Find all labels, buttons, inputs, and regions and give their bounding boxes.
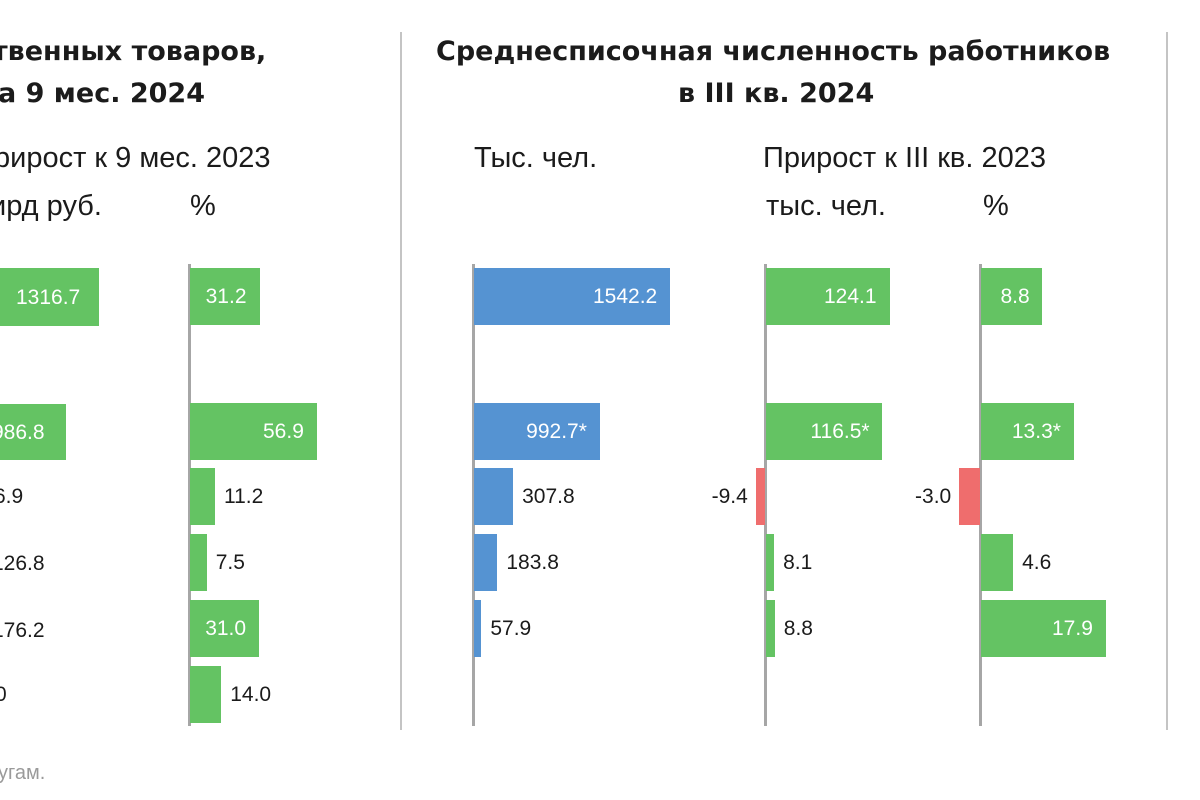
rub-label-row-2: 986.8 (0, 421, 45, 444)
pct-9m-label-row-6: 14.0 (230, 682, 272, 706)
pct-9m-label-row-0: 31.2 (205, 284, 247, 308)
left-unit-rub: ирд руб. (0, 190, 102, 222)
pct-9m-bar-row-3 (190, 468, 215, 525)
growth-pct-bar-row-3 (959, 468, 980, 525)
pct-9m-bar-row-6 (190, 666, 222, 723)
pct-9m-label-row-4: 7.5 (215, 550, 245, 574)
growth-pct-label-row-3: -3.0 (915, 484, 952, 508)
growth-abs-axis (764, 264, 767, 726)
pct-9m-label-row-5: 31.0 (205, 616, 247, 640)
rub-label-row-0: 1316.7 (16, 286, 81, 309)
rub-label-row-6: 0 (0, 683, 7, 706)
pct-9m-label-row-3: 11.2 (223, 484, 264, 508)
count-label-row-4: 183.8 (506, 550, 559, 574)
growth-abs-bar-row-2 (766, 403, 883, 460)
right-unit-growth-pct: % (983, 190, 1009, 222)
left-unit-pct: % (190, 190, 216, 222)
count-bar-row-0 (474, 268, 670, 325)
pct-9m-label-row-2: 56.9 (263, 419, 304, 443)
left-title-line2: а 9 мес. 2024 (0, 78, 205, 109)
growth-abs-label-row-0: 124.1 (824, 284, 877, 308)
count-bar-row-2 (474, 403, 601, 460)
growth-abs-bar-row-4 (766, 534, 775, 591)
count-bar-row-4 (474, 534, 498, 591)
count-label-row-3: 307.8 (522, 484, 575, 508)
left-growth-header: рирост к 9 мес. 2023 (0, 142, 271, 174)
rub-bar-row-0 (0, 268, 99, 326)
growth-pct-label-row-5: 17.9 (1052, 616, 1093, 640)
count-bar-row-3 (474, 468, 514, 525)
pct-9m-bar-row-0 (190, 268, 260, 325)
right-title-line1: Среднесписочная численность работников (436, 36, 1111, 67)
growth-abs-bar-row-5 (766, 600, 775, 657)
growth-pct-label-row-2: 13.3* (1011, 419, 1061, 443)
growth-abs-label-row-4: 8.1 (783, 550, 813, 574)
rub-label-row-3: 6.9 (0, 485, 24, 508)
count-label-row-0: 1542.2 (593, 284, 658, 308)
right-title-line2: в III кв. 2024 (678, 78, 875, 109)
right-unit-count: Тыс. чел. (474, 142, 598, 174)
growth-abs-bar-row-0 (766, 268, 890, 325)
right-unit-growth-abs: тыс. чел. (766, 190, 886, 222)
pct-9m-bar-row-4 (190, 534, 207, 591)
growth-abs-bar-row-3 (755, 468, 765, 525)
growth-pct-bar-row-5 (981, 600, 1106, 657)
count-axis (472, 264, 475, 726)
growth-pct-label-row-4: 4.6 (1022, 550, 1052, 574)
count-label-row-5: 57.9 (490, 616, 532, 640)
left-title-line1: твенных товаров, (0, 36, 267, 67)
count-bar-row-5 (474, 600, 482, 657)
rub-bar-row-2 (0, 404, 66, 460)
growth-pct-axis (979, 264, 982, 726)
rub-label-row-5: 176.2 (0, 619, 45, 642)
rub-label-row-4: 126.8 (0, 552, 45, 575)
footnote: угам. (0, 762, 46, 784)
right-growth-header: Прирост к III кв. 2023 (763, 142, 1046, 174)
growth-abs-label-row-5: 8.8 (783, 616, 813, 640)
growth-abs-label-row-3: -9.4 (711, 484, 748, 508)
growth-abs-label-row-2: 116.5* (810, 419, 870, 443)
pct-9m-axis (188, 264, 191, 726)
panel-separator-right (1166, 32, 1168, 730)
growth-pct-bar-row-4 (981, 534, 1014, 591)
pct-9m-bar-row-2 (190, 403, 317, 460)
panel-separator-left (400, 32, 402, 730)
count-label-row-2: 992.7* (526, 419, 587, 443)
growth-pct-label-row-0: 8.8 (1000, 284, 1030, 308)
pct-9m-bar-row-5 (190, 600, 260, 657)
growth-pct-bar-row-2 (981, 403, 1074, 460)
growth-pct-bar-row-0 (981, 268, 1043, 325)
